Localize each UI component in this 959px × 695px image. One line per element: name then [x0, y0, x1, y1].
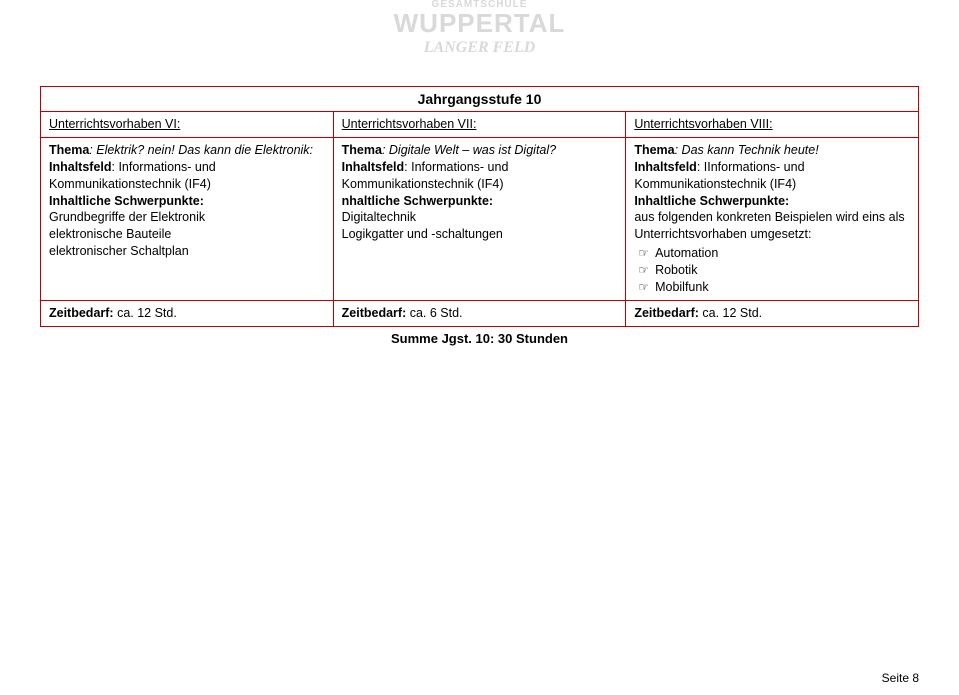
- col3-bullet-0: Automation: [656, 245, 910, 262]
- col3-heading: Unterrichtsvorhaben VIII:: [634, 117, 772, 131]
- col1-sp-line-2: elektronischer Schaltplan: [49, 243, 325, 260]
- col3-schwerpunkte-intro: aus folgenden konkreten Beispielen wird …: [634, 209, 910, 243]
- col1-schwerpunkte-label: Inhaltliche Schwerpunkte:: [49, 193, 325, 210]
- col2-heading-cell: Unterrichtsvorhaben VII:: [333, 112, 626, 137]
- summe-text: Summe Jgst. 10: 30 Stunden: [40, 327, 919, 350]
- col2-zeitbedarf-text: ca. 6 Std.: [406, 306, 462, 320]
- col3-schwerpunkte-label: Inhaltliche Schwerpunkte:: [634, 193, 910, 210]
- col1-zeitbedarf-label: Zeitbedarf:: [49, 306, 114, 320]
- col3-zeitbedarf: Zeitbedarf: ca. 12 Std.: [626, 300, 919, 326]
- page-content: Jahrgangsstufe 10 Unterrichtsvorhaben VI…: [0, 0, 959, 350]
- heading-row: Unterrichtsvorhaben VI: Unterrichtsvorha…: [41, 112, 919, 137]
- col3-thema: Thema: Das kann Technik heute!: [634, 142, 910, 159]
- col3-inhaltsfeld: Inhaltsfeld: IInformations- und Kommunik…: [634, 159, 910, 193]
- col1-zeitbedarf-text: ca. 12 Std.: [114, 306, 177, 320]
- grade-title: Jahrgangsstufe 10: [40, 86, 919, 112]
- col2-sp-line-1: Logikgatter und -schaltungen: [342, 226, 618, 243]
- col2-zeitbedarf: Zeitbedarf: ca. 6 Std.: [333, 300, 626, 326]
- col3-bullet-list: Automation Robotik Mobilfunk: [634, 245, 910, 296]
- col2-body: Thema: Digitale Welt – was ist Digital? …: [333, 137, 626, 300]
- col2-schwerpunkte-label: nhaltliche Schwerpunkte:: [342, 193, 618, 210]
- col3-thema-text: : Das kann Technik heute!: [675, 143, 819, 157]
- col2-heading: Unterrichtsvorhaben VII:: [342, 117, 477, 131]
- col3-zeitbedarf-text: ca. 12 Std.: [699, 306, 762, 320]
- col1-thema-label: Thema: [49, 143, 89, 157]
- col3-zeitbedarf-label: Zeitbedarf:: [634, 306, 699, 320]
- col1-heading: Unterrichtsvorhaben VI:: [49, 117, 180, 131]
- col1-heading-cell: Unterrichtsvorhaben VI:: [41, 112, 334, 137]
- col3-bullet-2: Mobilfunk: [656, 279, 910, 296]
- col1-body: Thema: Elektrik? nein! Das kann die Elek…: [41, 137, 334, 300]
- col2-sp-line-0: Digitaltechnik: [342, 209, 618, 226]
- col2-inhaltsfeld: Inhaltsfeld: Informations- und Kommunika…: [342, 159, 618, 193]
- col1-sp-line-0: Grundbegriffe der Elektronik: [49, 209, 325, 226]
- curriculum-table: Unterrichtsvorhaben VI: Unterrichtsvorha…: [40, 112, 919, 327]
- col3-body: Thema: Das kann Technik heute! Inhaltsfe…: [626, 137, 919, 300]
- zeitbedarf-row: Zeitbedarf: ca. 12 Std. Zeitbedarf: ca. …: [41, 300, 919, 326]
- col3-inhaltsfeld-label: Inhaltsfeld: [634, 160, 697, 174]
- col1-thema: Thema: Elektrik? nein! Das kann die Elek…: [49, 142, 325, 159]
- col2-thema-text: : Digitale Welt – was ist Digital?: [382, 143, 556, 157]
- col2-zeitbedarf-label: Zeitbedarf:: [342, 306, 407, 320]
- col1-zeitbedarf: Zeitbedarf: ca. 12 Std.: [41, 300, 334, 326]
- col1-sp-line-1: elektronische Bauteile: [49, 226, 325, 243]
- col2-inhaltsfeld-label: Inhaltsfeld: [342, 160, 405, 174]
- body-row: Thema: Elektrik? nein! Das kann die Elek…: [41, 137, 919, 300]
- col2-thema-label: Thema: [342, 143, 382, 157]
- page-footer: Seite 8: [882, 671, 919, 685]
- col3-heading-cell: Unterrichtsvorhaben VIII:: [626, 112, 919, 137]
- col1-thema-text: : Elektrik? nein! Das kann die Elektroni…: [89, 143, 313, 157]
- col1-inhaltsfeld-label: Inhaltsfeld: [49, 160, 112, 174]
- col3-thema-label: Thema: [634, 143, 674, 157]
- col1-inhaltsfeld: Inhaltsfeld: Informations- und Kommunika…: [49, 159, 325, 193]
- col3-bullet-1: Robotik: [656, 262, 910, 279]
- col2-thema: Thema: Digitale Welt – was ist Digital?: [342, 142, 618, 159]
